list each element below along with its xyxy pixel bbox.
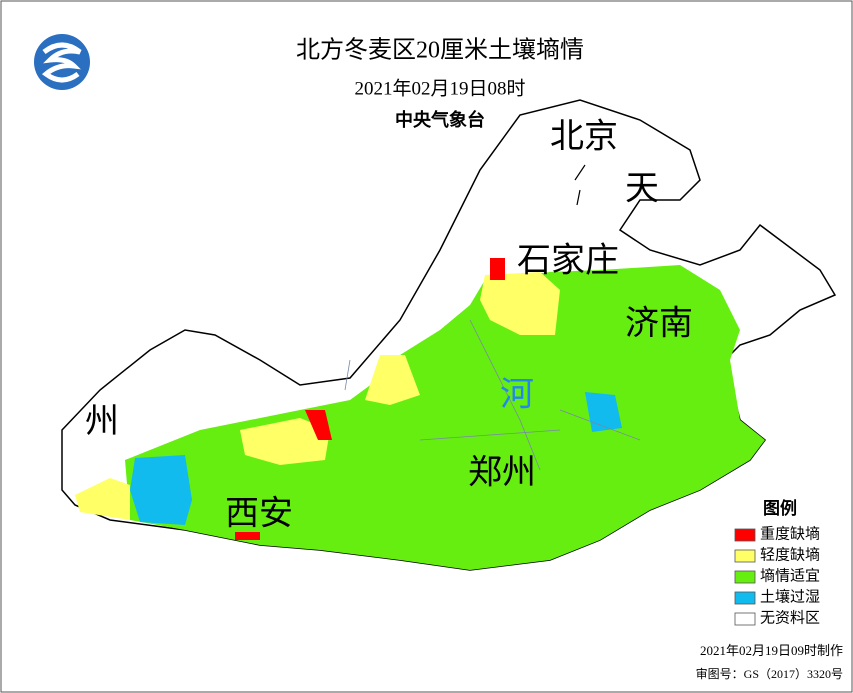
legend-swatch — [734, 591, 756, 605]
city-label: 州 — [85, 402, 119, 442]
title: 北方冬麦区20厘米土壤墒情 — [296, 37, 584, 64]
city-label: 石家庄 — [517, 241, 619, 281]
legend-label: 土壤过湿 — [760, 587, 820, 605]
approval-note: 审图号：GS（2017）3320号 — [696, 666, 843, 681]
river-label: 河 — [500, 375, 534, 415]
legend-swatch — [734, 570, 756, 584]
legend-label: 墒情适宜 — [760, 567, 820, 584]
legend-title: 图例 — [763, 498, 797, 518]
city-label: 济南 — [625, 304, 693, 344]
city-label: 天 — [625, 169, 659, 209]
logo — [34, 34, 90, 90]
legend-swatch — [734, 612, 756, 626]
map-region — [61, 99, 837, 571]
city-label: 北京 — [550, 117, 618, 157]
legend-label: 轻度缺墒 — [760, 546, 820, 563]
city-label: 郑州 — [468, 453, 536, 493]
legend-swatch — [734, 549, 756, 563]
made-note: 2021年02月19日09时制作 — [700, 643, 843, 658]
legend-swatch — [734, 528, 756, 542]
date: 2021年02月19日08时 — [354, 77, 525, 99]
city-label: 西安 — [225, 494, 293, 534]
legend-label: 重度缺墒 — [760, 525, 820, 542]
legend-label: 无资料区 — [760, 609, 820, 626]
agency: 中央气象台 — [395, 109, 485, 130]
